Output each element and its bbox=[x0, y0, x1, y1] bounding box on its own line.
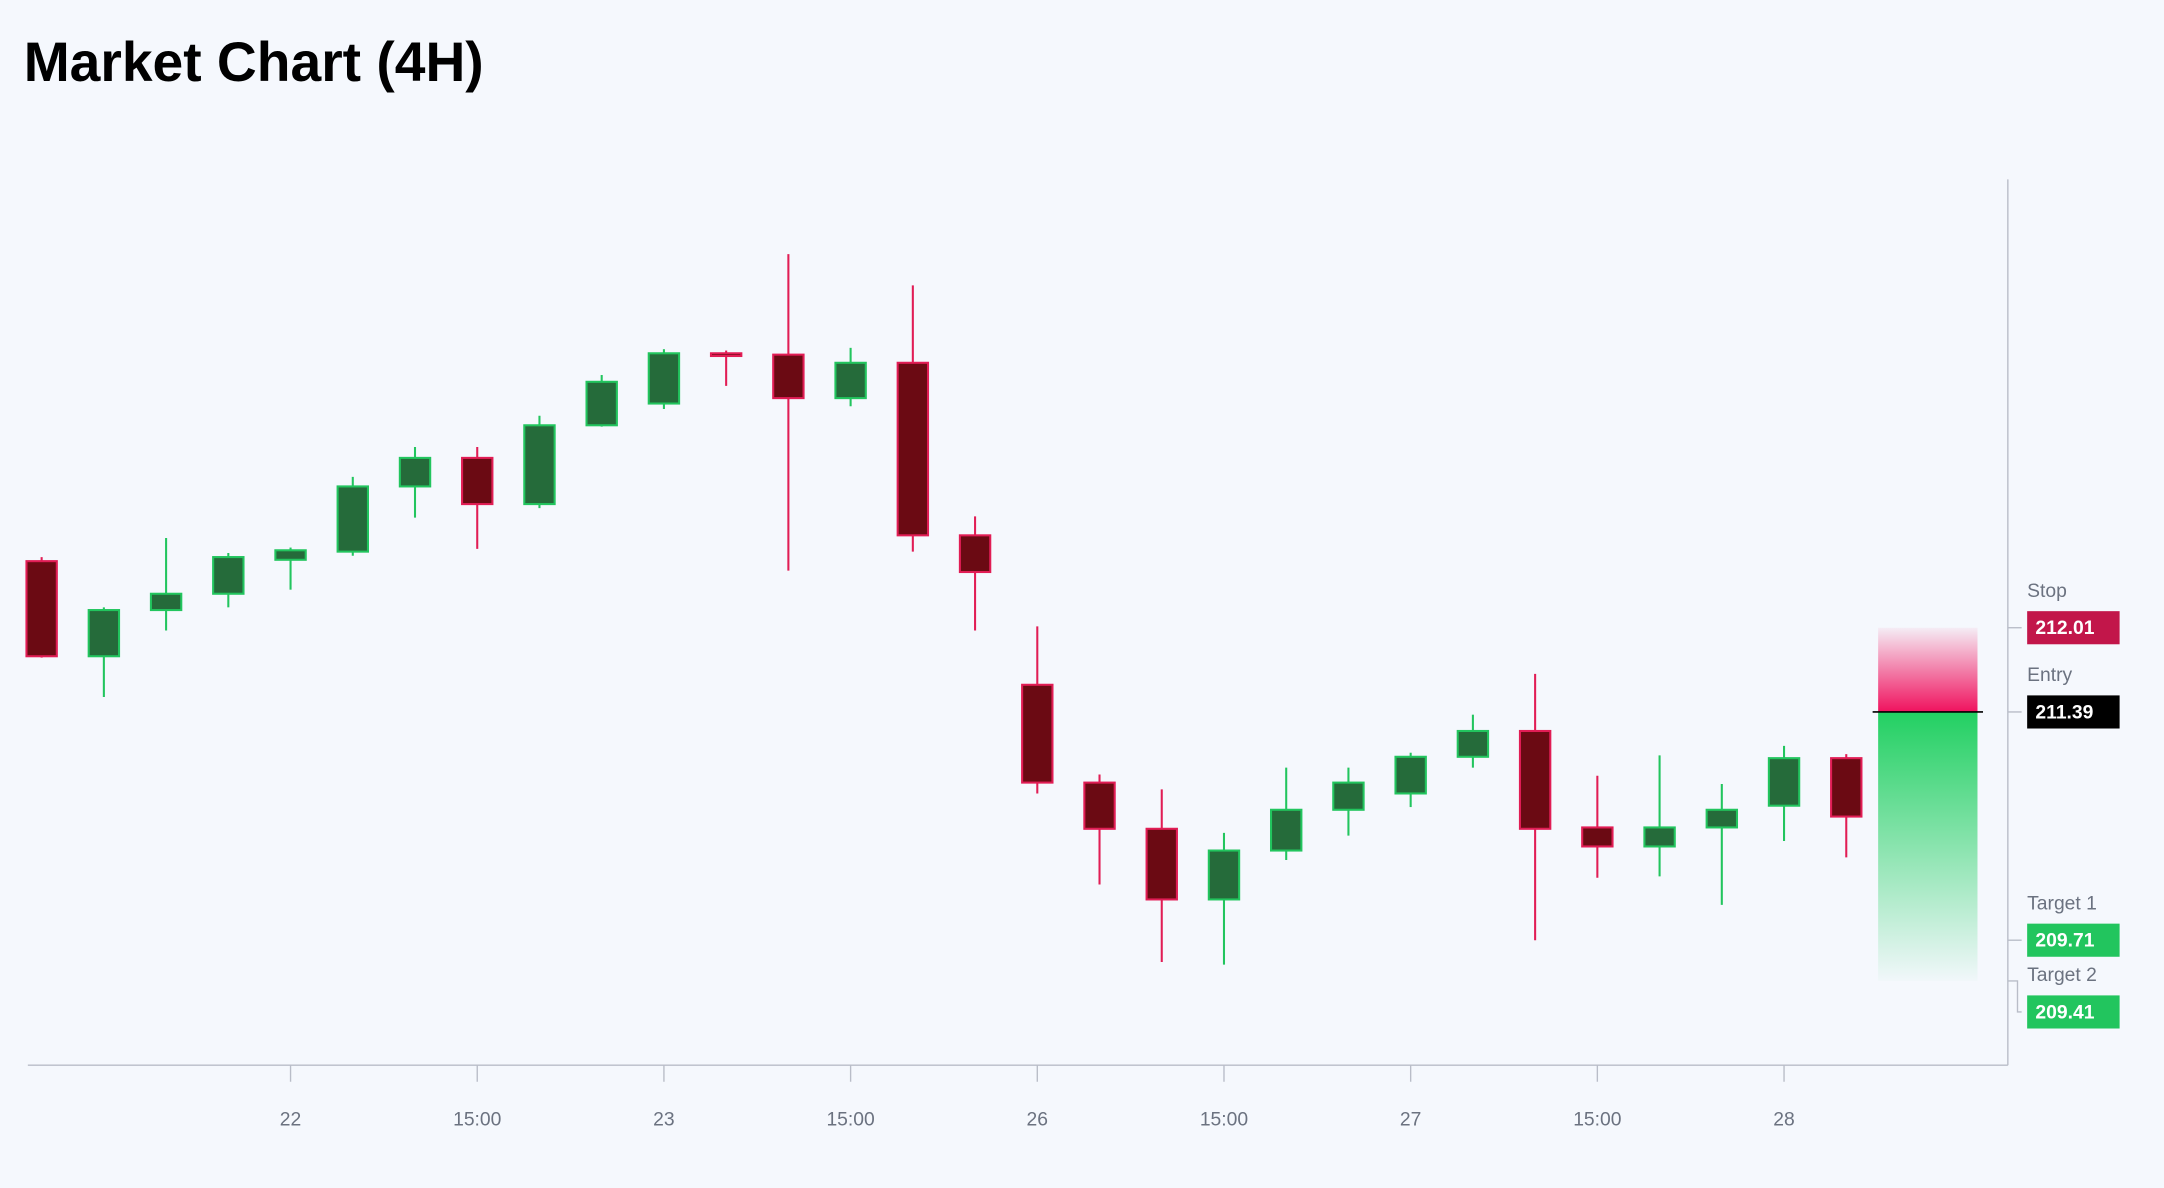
candle-body bbox=[709, 352, 743, 358]
level-badge bbox=[2027, 923, 2120, 957]
candle-body bbox=[1394, 755, 1427, 795]
level-name: Target 1 bbox=[2027, 893, 2097, 914]
level-badge bbox=[2027, 611, 2120, 645]
level-value: 209.41 bbox=[2035, 1002, 2094, 1023]
candle-body bbox=[1830, 757, 1863, 818]
candle-body bbox=[1456, 729, 1490, 758]
risk-zone bbox=[1878, 627, 1978, 712]
candle-body bbox=[1145, 827, 1178, 901]
level-value: 212.01 bbox=[2035, 618, 2094, 639]
candle-body bbox=[1518, 729, 1552, 830]
x-tick-label: 15:00 bbox=[453, 1109, 501, 1130]
candle-body bbox=[1332, 781, 1365, 811]
x-tick-label: 27 bbox=[1400, 1109, 1421, 1130]
candle-body bbox=[896, 361, 930, 537]
level-tick bbox=[2007, 980, 2022, 1013]
level-badge bbox=[2027, 995, 2120, 1029]
level-value: 209.71 bbox=[2035, 931, 2094, 952]
candle-body bbox=[1581, 826, 1614, 848]
candle-body bbox=[1021, 683, 1054, 784]
candle-body bbox=[149, 592, 183, 612]
candle-body bbox=[523, 424, 556, 506]
x-tick-label: 26 bbox=[1027, 1109, 1048, 1130]
candle-body bbox=[1269, 808, 1303, 852]
x-tick-label: 28 bbox=[1773, 1109, 1794, 1130]
candle-body bbox=[585, 380, 618, 427]
x-tick-label: 22 bbox=[280, 1109, 301, 1130]
candle-body bbox=[274, 549, 307, 561]
candle-body bbox=[1083, 781, 1116, 830]
x-tick-label: 15:00 bbox=[1573, 1109, 1621, 1130]
level-name: Stop bbox=[2027, 581, 2067, 602]
level-name: Entry bbox=[2027, 665, 2072, 686]
level-name: Target 2 bbox=[2027, 965, 2097, 986]
candle-body bbox=[1643, 826, 1676, 848]
candle-body bbox=[398, 456, 432, 488]
x-tick-label: 15:00 bbox=[1200, 1109, 1248, 1130]
x-tick-label: 23 bbox=[653, 1109, 674, 1130]
x-tick-label: 15:00 bbox=[826, 1109, 874, 1130]
candle-body bbox=[647, 352, 681, 405]
candle-body bbox=[87, 609, 121, 658]
candle-body bbox=[212, 556, 245, 595]
candle-body bbox=[834, 361, 867, 400]
candle-body bbox=[958, 534, 992, 574]
candle-body bbox=[1767, 757, 1801, 807]
reward-zone bbox=[1878, 711, 1978, 981]
level-value: 211.39 bbox=[2035, 702, 2093, 723]
chart-title: Market Chart (4H) bbox=[24, 31, 484, 93]
candle-body bbox=[461, 456, 494, 506]
candle-body bbox=[25, 560, 58, 658]
candle-body bbox=[772, 353, 805, 400]
candle-body bbox=[1207, 849, 1241, 901]
candle-body bbox=[1705, 808, 1739, 829]
candle-body bbox=[336, 485, 369, 553]
level-badge bbox=[2027, 695, 2120, 729]
